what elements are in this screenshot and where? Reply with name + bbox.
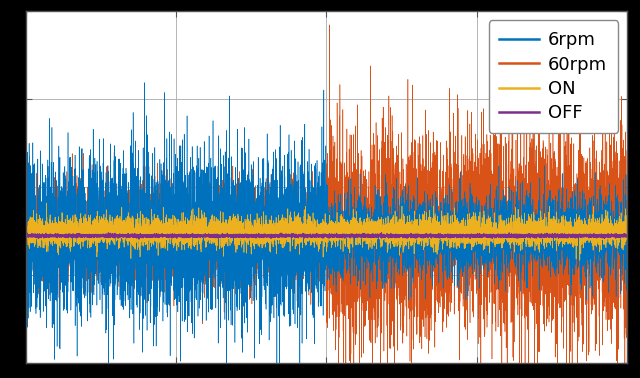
OFF xyxy=(22,235,29,239)
Line: 60rpm: 60rpm xyxy=(26,83,627,378)
6rpm xyxy=(52,243,60,248)
60rpm xyxy=(404,240,412,244)
6rpm xyxy=(239,240,247,245)
OFF xyxy=(135,237,143,242)
OFF xyxy=(404,235,412,239)
6rpm xyxy=(22,232,29,237)
OFF xyxy=(378,231,385,235)
6rpm xyxy=(326,23,333,27)
ON xyxy=(52,239,60,244)
OFF xyxy=(239,233,247,238)
6rpm xyxy=(623,260,631,265)
60rpm xyxy=(500,237,508,242)
ON xyxy=(623,243,631,247)
60rpm xyxy=(296,375,303,378)
OFF xyxy=(468,233,476,237)
60rpm xyxy=(52,290,60,295)
ON xyxy=(43,201,51,205)
ON xyxy=(239,220,247,225)
Line: OFF: OFF xyxy=(26,233,627,239)
ON xyxy=(22,228,29,232)
6rpm xyxy=(468,216,476,220)
ON xyxy=(500,228,508,232)
60rpm xyxy=(22,164,29,168)
ON xyxy=(468,215,476,220)
6rpm xyxy=(378,168,385,172)
60rpm xyxy=(378,235,385,240)
OFF xyxy=(500,232,508,237)
6rpm xyxy=(404,77,412,82)
Legend: 6rpm, 60rpm, ON, OFF: 6rpm, 60rpm, ON, OFF xyxy=(488,20,618,133)
ON xyxy=(576,258,584,263)
60rpm xyxy=(141,81,148,85)
OFF xyxy=(378,234,385,239)
OFF xyxy=(623,235,631,239)
Line: 6rpm: 6rpm xyxy=(26,25,627,378)
6rpm xyxy=(500,254,508,259)
ON xyxy=(404,240,412,244)
60rpm xyxy=(468,243,476,247)
60rpm xyxy=(239,218,247,222)
OFF xyxy=(52,235,60,239)
Line: ON: ON xyxy=(26,203,627,260)
60rpm xyxy=(623,217,631,222)
ON xyxy=(378,226,385,231)
